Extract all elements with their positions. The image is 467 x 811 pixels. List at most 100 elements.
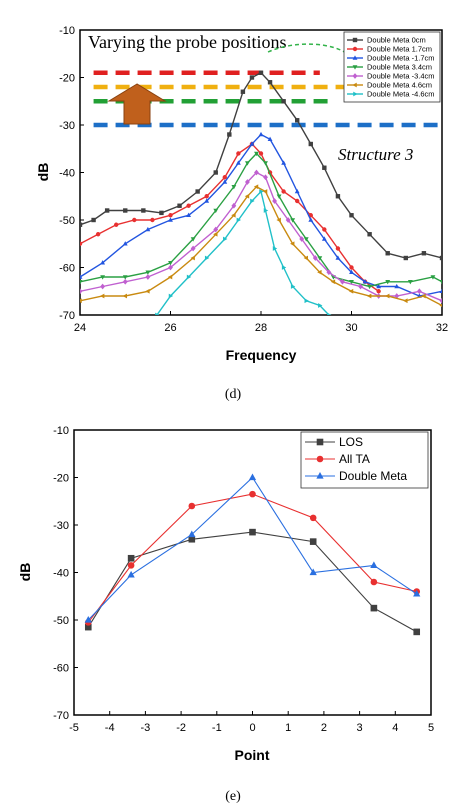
chart-e-legend-label: Double Meta [339, 469, 407, 483]
chart-d-data-point [290, 218, 296, 223]
chart-d-y-tick-label: -20 [59, 73, 75, 85]
chart-d-data-point [349, 265, 354, 270]
chart-e-y-tick-label: -60 [53, 663, 69, 675]
chart-d-legend-label: Double Meta -1.7cm [367, 54, 435, 63]
chart-d-y-tick-label: -70 [59, 310, 75, 322]
chart-e-y-tick-label: -10 [53, 425, 69, 437]
chart-d-data-point [177, 203, 182, 208]
chart-d-data-point [168, 217, 173, 222]
chart-d-data-point [195, 189, 200, 194]
chart-d-data-point [186, 203, 191, 208]
chart-d-data-point [123, 208, 128, 213]
chart-d-data-point [366, 293, 372, 299]
chart-d-data-point [322, 165, 327, 170]
chart-d-series [80, 70, 442, 315]
chart-d-x-tick-label: 32 [436, 322, 448, 334]
chart-d-data-point [235, 160, 241, 165]
chart-d-data-point [100, 283, 106, 290]
chart-d-data-point [349, 269, 354, 275]
chart-e-data-point [127, 554, 135, 562]
chart-d-data-point [317, 256, 323, 261]
chart-d-data-point [335, 255, 341, 260]
chart-e-data-point [309, 514, 317, 522]
chart-d-data-point [190, 237, 196, 242]
chart-d-data-point [167, 274, 173, 280]
chart-d-data-point [104, 208, 110, 213]
chart-e-x-tick-label: -2 [176, 722, 186, 734]
chart-e-y-tick-label: -20 [53, 473, 69, 485]
chart-d-data-point [254, 169, 259, 176]
chart-d-data-point [403, 298, 408, 304]
chart-d-data-point [327, 312, 332, 315]
chart-d-data-point [439, 297, 442, 304]
chart-d-data-point [249, 75, 255, 80]
chart-d-data-point [100, 260, 106, 265]
chart-e-legend-label: LOS [339, 435, 363, 449]
chart-d-legend-label: Double Meta 1.7cm [367, 45, 432, 54]
chart-d-data-point [416, 288, 422, 295]
chart-d-data-point [376, 283, 382, 289]
chart-d-legend-item: Double Meta 3.4cm [347, 63, 432, 72]
chart-d-data-point [362, 279, 368, 284]
chart-d-data-point [236, 217, 242, 223]
chart-d-data-point [335, 194, 341, 199]
chart-d-data-point [295, 198, 300, 204]
chart-d-data-point [276, 217, 281, 223]
chart-d-legend-label: Double Meta 4.6cm [367, 81, 432, 90]
chart-d-data-point [308, 141, 313, 147]
chart-d-data-point [276, 194, 282, 199]
chart-d-legend-box [343, 31, 441, 103]
chart-d-data-point [132, 217, 137, 223]
chart-d-data-point [222, 175, 227, 180]
chart-d-data-point [236, 151, 241, 156]
chart-d-data-point [250, 198, 255, 204]
chart-e-legend-marker [316, 438, 324, 446]
chart-d-data-point [190, 245, 196, 252]
chart-d-data-point [281, 189, 286, 194]
chart-e-x-tick-label: 5 [428, 722, 434, 734]
chart-e-series-line [87, 531, 417, 633]
chart-d-data-point [340, 278, 345, 285]
chart-e-ticks: -5 -4 -3 -2 -1 0 1 2 3 4 5-10-20-30-40-50-60-70 [53, 425, 434, 734]
chart-d-data-point [204, 194, 209, 199]
chart-d-y-axis-label: dB [35, 163, 51, 182]
chart-d-series-line [156, 190, 330, 315]
chart-d-data-point [385, 251, 390, 256]
chart-d-data-point [80, 298, 82, 304]
chart-e-data-point [370, 561, 378, 569]
chart-e-data-point [309, 538, 317, 545]
chart-d-data-point [80, 274, 83, 279]
chart-e-data-point [249, 490, 256, 498]
chart-d-y-tick-label: -50 [59, 215, 75, 227]
chart-d-legend-label: Double Meta 0cm [367, 36, 426, 45]
chart-d-data-point [267, 136, 273, 142]
chart-d-data-point [317, 269, 322, 275]
chart-e-x-tick-label: 0 [249, 722, 255, 734]
chart-d-data-point [258, 70, 264, 75]
chart-d-data-point [318, 303, 323, 308]
chart-d-legend-marker [352, 37, 358, 43]
chart-d-data-point [358, 283, 363, 290]
chart-d-legend-item: Double Meta -1.7cm [347, 54, 435, 63]
chart-d-data-point [272, 246, 278, 251]
chart-d-data-point [122, 293, 128, 299]
chart-e-legend-item: LOS [305, 435, 363, 449]
chart-e-legend: LOS All TA Double Meta [300, 431, 429, 489]
chart-e-y-tick-label: -30 [53, 520, 69, 532]
chart-d-data-point [303, 237, 309, 242]
chart-e-x-tick-label: -4 [105, 722, 115, 734]
chart-d-data-point [439, 255, 442, 261]
chart-e-data-point [370, 604, 378, 612]
chart-e-series-line [87, 476, 418, 621]
chart-d-data-point [168, 213, 173, 218]
chart-e-x-tick-label: -3 [141, 722, 151, 734]
chart-e-data-point [413, 589, 421, 597]
chart-d-x-tick-label: 30 [345, 322, 357, 334]
chart-d-data-point [190, 255, 195, 261]
chart-d-data-point [240, 89, 246, 94]
chart-d-data-point [367, 232, 372, 237]
chart-d-data-point [99, 293, 105, 299]
chart-d-data-point [326, 269, 332, 276]
chart-e-x-tick-label: 1 [285, 722, 291, 734]
chart-d-data-point [159, 210, 164, 216]
